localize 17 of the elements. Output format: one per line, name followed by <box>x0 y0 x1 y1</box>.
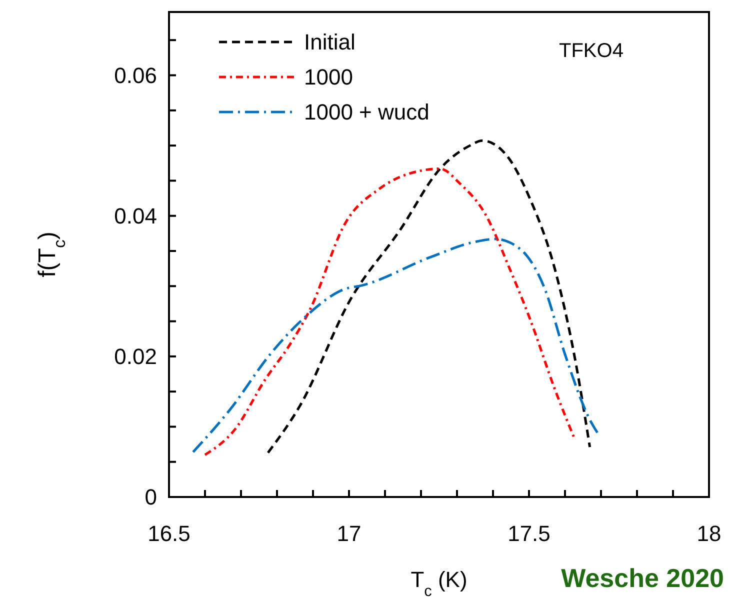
annotation: TFKO4 <box>559 40 624 62</box>
line-series <box>204 167 576 456</box>
line-series <box>192 238 602 454</box>
x-tick-label: 18 <box>696 521 722 546</box>
x-tick-label: 17.5 <box>508 521 550 546</box>
legend-label: Initial <box>304 30 356 55</box>
y-tick-label: 0.02 <box>114 344 157 370</box>
y-tick-label: 0.06 <box>114 62 157 88</box>
x-axis-title: T$_{c}$ (K) <box>410 567 468 597</box>
x-tick-label: 16.5 <box>148 521 190 546</box>
legend-label: 1000 <box>304 64 353 90</box>
text: Wesche 2020 <box>561 563 724 593</box>
y-tick-label: 0 <box>144 484 157 510</box>
line-series <box>266 139 592 454</box>
y-tick-label: 0.04 <box>114 204 157 229</box>
legend-label: 1000 + wucd <box>304 100 430 125</box>
x-tick-label: 17 <box>336 521 362 546</box>
